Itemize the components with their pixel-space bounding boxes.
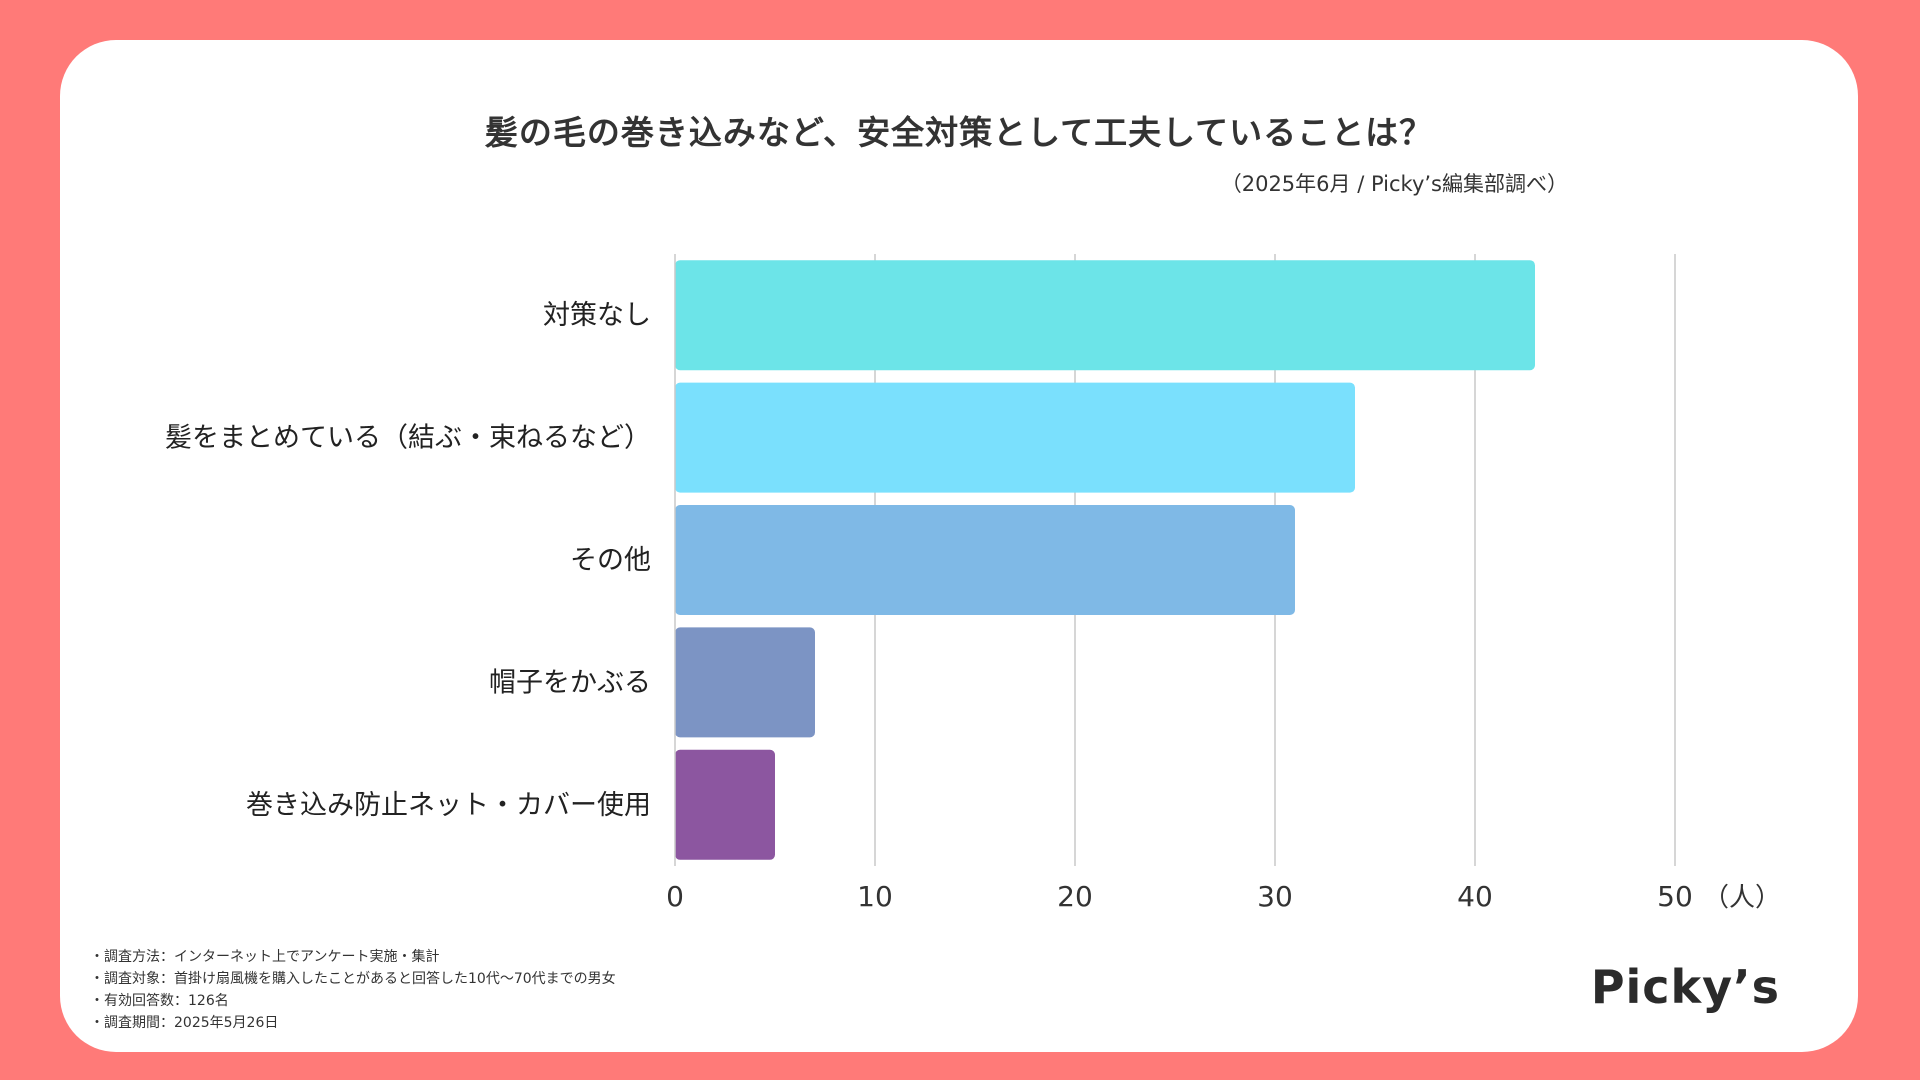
category-label: その他 <box>570 545 651 576</box>
x-tick-label: 50 <box>1657 880 1693 913</box>
bar <box>675 627 815 738</box>
x-tick-label: 20 <box>1057 880 1093 913</box>
category-label: 髪をまとめている（結ぶ・束ねるなど） <box>165 423 651 454</box>
survey-notes: ・調査方法：インターネット上でアンケート実施・集計 ・調査対象：首掛け扇風機を購… <box>90 946 616 1034</box>
note-responses: ・有効回答数：126名 <box>90 993 229 1009</box>
chart-title: 髪の毛の巻き込みなど、安全対策として工夫していることは？ <box>484 113 1434 152</box>
x-axis-unit: （人） <box>1703 883 1781 913</box>
x-tick-label: 40 <box>1457 880 1493 913</box>
x-tick-label: 30 <box>1257 880 1293 913</box>
note-period: ・調査期間：2025年5月26日 <box>90 1015 279 1031</box>
x-tick-label: 10 <box>857 880 893 913</box>
note-method: ・調査方法：インターネット上でアンケート実施・集計 <box>90 949 440 965</box>
note-target: ・調査対象：首掛け扇風機を購入したことがあると回答した10代〜70代までの男女 <box>90 971 616 987</box>
brand-logo: Picky’s <box>1590 960 1780 1014</box>
chart-card: 髪の毛の巻き込みなど、安全対策として工夫していることは？ （2025年6月 / … <box>60 40 1858 1052</box>
bar <box>675 749 775 860</box>
bar <box>675 505 1295 615</box>
x-tick-label: 0 <box>666 880 684 913</box>
category-label: 巻き込み防止ネット・カバー使用 <box>246 790 651 821</box>
category-label: 対策なし <box>543 300 651 331</box>
bar <box>675 260 1535 371</box>
chart-subtitle: （2025年6月 / Picky’s編集部調べ） <box>1220 172 1568 196</box>
bar <box>675 382 1355 493</box>
category-label: 帽子をかぶる <box>489 667 651 698</box>
